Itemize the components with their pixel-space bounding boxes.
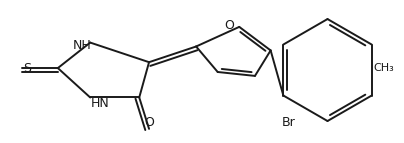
Text: O: O <box>144 116 154 129</box>
Text: S: S <box>23 62 32 75</box>
Text: O: O <box>225 19 234 32</box>
Text: HN: HN <box>91 97 110 110</box>
Text: CH₃: CH₃ <box>373 63 394 73</box>
Text: Br: Br <box>282 116 295 129</box>
Text: NH: NH <box>73 39 92 52</box>
